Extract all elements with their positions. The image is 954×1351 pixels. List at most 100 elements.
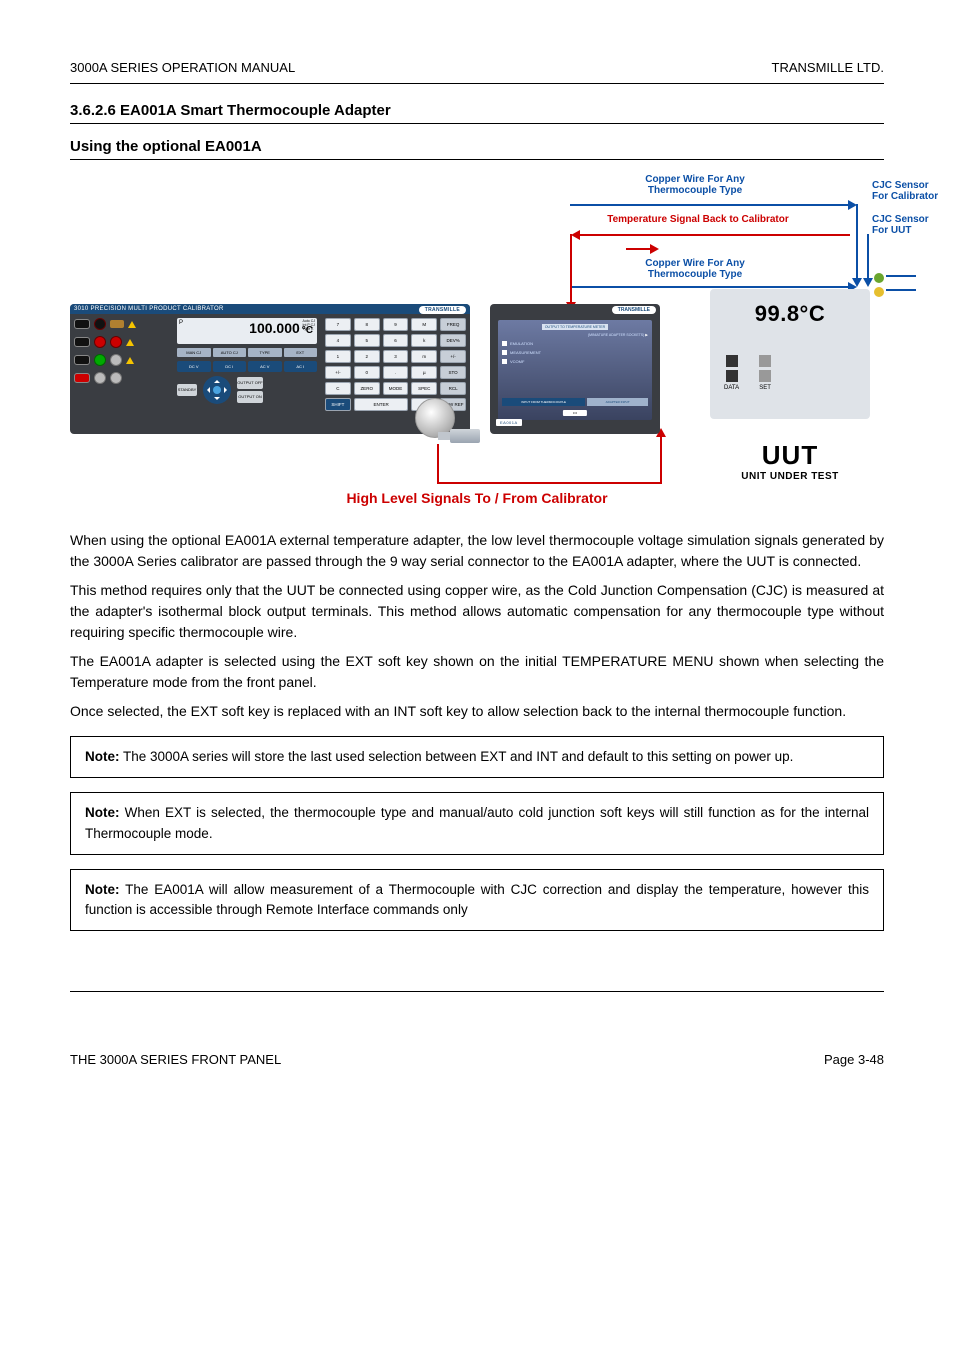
note2-label: Note:	[85, 805, 120, 820]
key-9[interactable]: 9	[383, 318, 409, 331]
footer-left: THE 3000A SERIES FRONT PANEL	[70, 1052, 281, 1067]
key-mode[interactable]: MODE	[383, 382, 409, 395]
output-off-button[interactable]: OUTPUT OFF	[237, 377, 263, 389]
calibrator-softkeys: MAN CJ AUTO CJ TYPE EXT	[177, 348, 317, 357]
annotation-copper-bottom: Copper Wire For AnyThermocouple Type	[600, 258, 790, 280]
hardkey-dci[interactable]: DC I	[213, 361, 247, 372]
calibrator-lcd-value: 100.000	[249, 320, 300, 336]
key-6[interactable]: 6	[383, 334, 409, 347]
hardkey-dcv[interactable]: DC V	[177, 361, 211, 372]
key-dot[interactable]: .	[383, 366, 409, 379]
uut-btn-set-top[interactable]	[759, 355, 771, 367]
key-2[interactable]: 2	[354, 350, 380, 363]
note-box-1: Note: The 3000A series will store the la…	[70, 736, 884, 778]
line-temp-signal-2	[626, 248, 652, 250]
paragraph-intro: When using the optional EA001A external …	[70, 530, 884, 572]
pod-title: OUTPUT TO TEMPERATURE METER	[542, 324, 608, 330]
softkey-type[interactable]: TYPE	[248, 348, 282, 357]
cable-hl-3	[660, 436, 662, 484]
line-pod-down	[570, 234, 572, 304]
uut-btn-data-bottom[interactable]	[726, 370, 738, 382]
arrow-cjc-cal	[852, 278, 862, 287]
arrow-temp-signal	[571, 230, 580, 240]
line-copper-top	[570, 204, 850, 206]
line-temp-signal	[580, 234, 850, 236]
annotation-temp-signal: Temperature Signal Back to Calibrator	[568, 214, 828, 225]
doc-header-right: TRANSMILLE LTD.	[772, 60, 884, 75]
key-1[interactable]: 1	[325, 350, 351, 363]
key-m-cap[interactable]: M	[411, 318, 437, 331]
arrow-cjc-uut	[863, 278, 873, 287]
pod-strip-left: INPUT FROM THERMOCOUPLE	[502, 398, 585, 406]
calibrator-dpad[interactable]	[203, 376, 231, 404]
softkey-ext[interactable]: EXT	[284, 348, 318, 357]
key-plusminus2[interactable]: +/-	[325, 366, 351, 379]
note1-text: The 3000A series will store the last use…	[120, 749, 794, 764]
note-box-3: Note: The EA001A will allow measurement …	[70, 869, 884, 932]
key-0[interactable]: 0	[354, 366, 380, 379]
calibrator-brand-oval: TRANSMILLE	[419, 306, 466, 314]
figure: Copper Wire For AnyThermocouple Type Tem…	[70, 174, 884, 494]
key-plusminus[interactable]: +/-	[440, 350, 466, 363]
note-box-2: Note: When EXT is selected, the thermoco…	[70, 792, 884, 855]
key-4[interactable]: 4	[325, 334, 351, 347]
key-c[interactable]: C	[325, 382, 351, 395]
pod-screen: OUTPUT TO TEMPERATURE METER (MINIATURE A…	[498, 320, 652, 420]
calibrator-lcd-sidechar: P	[179, 320, 183, 326]
key-zero[interactable]: ZERO	[354, 382, 380, 395]
pod-opt-measurement: MEASUREMENT	[510, 350, 541, 355]
cable-hl-1	[437, 444, 439, 484]
section-number: 3.6.2.6	[70, 102, 116, 119]
calibrator-hardkeys: DC V DC I AC V AC I	[177, 361, 317, 372]
calibrator-jacks-panel	[70, 314, 173, 431]
uut-btn-set-label: SET	[759, 385, 771, 391]
key-devpct[interactable]: DEV%	[440, 334, 466, 347]
note3-label: Note:	[85, 882, 120, 897]
key-3[interactable]: 3	[383, 350, 409, 363]
key-k[interactable]: k	[411, 334, 437, 347]
output-on-button[interactable]: OUTPUT ON	[237, 391, 263, 403]
calibrator-lcd-sub-2: Type K	[303, 328, 315, 332]
key-8[interactable]: 8	[354, 318, 380, 331]
section-heading: 3.6.2.6 EA001A Smart Thermocouple Adapte…	[70, 102, 884, 119]
pod-badge: EA001A	[496, 419, 522, 426]
key-7[interactable]: 7	[325, 318, 351, 331]
note2-text: When EXT is selected, the thermocouple t…	[85, 805, 869, 840]
uut-btn-data-top[interactable]	[726, 355, 738, 367]
annotation-copper-top: Copper Wire For AnyThermocouple Type	[600, 174, 790, 196]
subsection-heading: Using the optional EA001A	[70, 138, 884, 155]
calibrator-lcd: P 100.000°C Auto CJ Int P CJ Type K	[177, 318, 317, 344]
doc-header-left: 3000A SERIES OPERATION MANUAL	[70, 60, 295, 75]
pod-brand-oval: TRANSMILLE	[612, 306, 656, 314]
uut-btn-set-group: SET	[759, 355, 771, 391]
standby-button[interactable]: STANDBY	[177, 384, 197, 396]
key-sto[interactable]: STO	[440, 366, 466, 379]
cjc-led-yellow	[874, 284, 884, 302]
line-cjc-cal	[856, 204, 858, 280]
softkey-auto-cj[interactable]: AUTO CJ	[213, 348, 247, 357]
calibrator-screen-panel: P 100.000°C Auto CJ Int P CJ Type K MAN …	[173, 314, 321, 431]
uut-btn-set-bottom[interactable]	[759, 370, 771, 382]
hardkey-aci[interactable]: AC I	[284, 361, 318, 372]
key-mu[interactable]: µ	[411, 366, 437, 379]
key-rcl[interactable]: RCL	[440, 382, 466, 395]
key-spec[interactable]: SPEC	[411, 382, 437, 395]
figure-container: Copper Wire For AnyThermocouple Type Tem…	[70, 174, 884, 506]
pod-opt-emulation: EMULATION	[510, 341, 533, 346]
arrow-temp-signal-2	[650, 244, 659, 254]
key-m[interactable]: m	[411, 350, 437, 363]
hardkey-acv[interactable]: AC V	[248, 361, 282, 372]
adapter-pod-device: TRANSMILLE OUTPUT TO TEMPERATURE METER (…	[490, 304, 660, 434]
softkey-man-cj[interactable]: MAN CJ	[177, 348, 211, 357]
calibrator-model-bar: 3010 PRECISION MULTI PRODUCT CALIBRATOR …	[70, 304, 470, 314]
uut-label-big: UUT	[710, 440, 870, 471]
key-enter[interactable]: ENTER	[354, 398, 409, 411]
paragraph-3: The EA001A adapter is selected using the…	[70, 651, 884, 693]
key-freq[interactable]: FREQ	[440, 318, 466, 331]
annotation-cjc-uut: CJC SensorFor UUT	[872, 214, 954, 236]
key-5[interactable]: 5	[354, 334, 380, 347]
footer-right: Page 3-48	[824, 1052, 884, 1067]
header-rule	[70, 83, 884, 84]
key-shift[interactable]: SHIFT	[325, 398, 351, 411]
annotation-cjc-cal: CJC SensorFor Calibrator	[872, 180, 954, 202]
